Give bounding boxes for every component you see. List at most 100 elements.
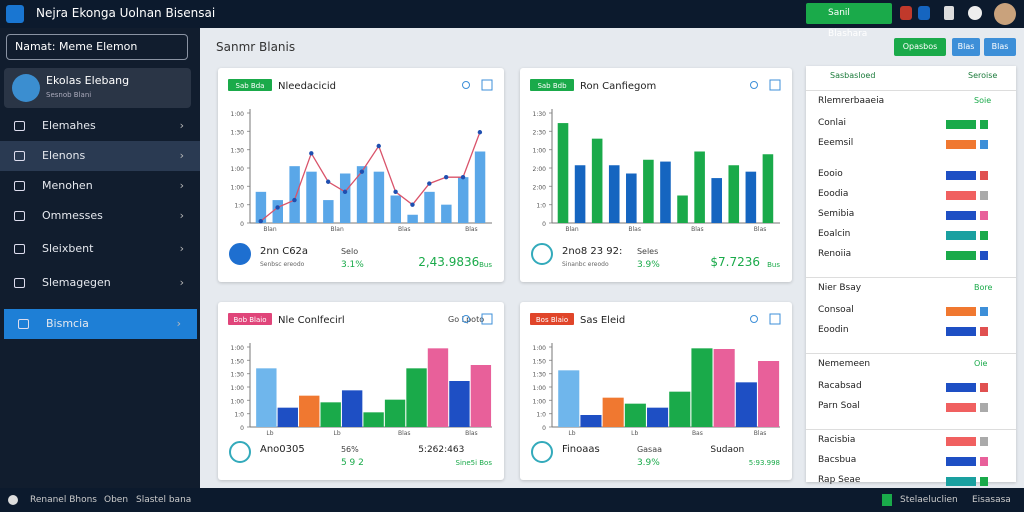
divider — [806, 90, 1016, 91]
y-tick-label: 1:50 — [231, 358, 245, 365]
icon[interactable] — [462, 315, 470, 323]
bar — [356, 166, 368, 223]
tag-text: Bos Blaio — [536, 316, 568, 324]
bar — [390, 195, 401, 223]
menu-item[interactable]: Elemahes — [0, 111, 200, 141]
section-note: Bore — [974, 283, 993, 292]
button[interactable]: Blas — [952, 38, 980, 56]
y-tick-label: 1:00 — [231, 385, 245, 392]
x-tick-label: Blan — [565, 226, 578, 233]
button[interactable]: Opasbos — [894, 38, 946, 56]
bar — [406, 368, 427, 427]
menu-item[interactable]: Menohen — [0, 171, 200, 201]
menu-item[interactable]: Bismcia — [4, 309, 197, 339]
bar — [474, 151, 486, 223]
button[interactable]: Blas — [984, 38, 1016, 56]
y-tick-label: 1:0 — [234, 203, 244, 210]
icon[interactable] — [968, 6, 982, 20]
icon — [882, 494, 892, 506]
row-bar — [980, 120, 988, 129]
row-bar — [980, 327, 988, 336]
y-tick-label: 2:00 — [533, 166, 547, 173]
line-point — [410, 202, 415, 207]
icon[interactable] — [769, 313, 781, 325]
icon[interactable] — [481, 313, 493, 325]
row-label: Eoalcin — [818, 229, 851, 239]
stat-big: $7.7236 — [710, 255, 760, 269]
stat-icon — [229, 243, 251, 265]
tag — [530, 79, 574, 91]
card: Sab Bda Nleedacicid 0 1:0 1:00 1:00 1:30 1:30 1:… — [218, 68, 504, 282]
row-bar — [946, 120, 976, 129]
line-point — [460, 174, 466, 180]
y-tick-label: 1:00 — [231, 345, 245, 352]
bar — [424, 191, 435, 223]
icon[interactable] — [944, 6, 954, 20]
menu-item[interactable]: Elenons — [0, 141, 200, 171]
bar — [691, 348, 713, 427]
x-tick-label: Blas — [754, 430, 767, 437]
bar — [574, 165, 586, 223]
profile-name: Ekolas Elebang — [46, 74, 130, 87]
row-bar — [946, 231, 976, 240]
panel-header: Sasbasloed — [830, 71, 876, 80]
card-title: Nleedacicid — [278, 81, 336, 92]
line-point — [477, 130, 483, 135]
sidebar: Namat: Meme Elemon Ekolas Elebang Sesnob… — [0, 28, 200, 488]
menu-icon — [14, 181, 25, 191]
bar — [580, 415, 602, 427]
stat-badge: Sine5i Bos — [456, 459, 493, 467]
row-label: Renoiia — [818, 249, 852, 259]
row-label: Eoodin — [818, 325, 849, 335]
footer-text: Oben — [104, 495, 129, 505]
menu-icon — [18, 319, 29, 329]
line-point — [325, 179, 331, 184]
y-tick-label: 1:00 — [231, 166, 245, 173]
card-title: Ron Canfiegom — [580, 81, 656, 92]
bar — [323, 200, 334, 223]
avatar[interactable] — [994, 3, 1016, 25]
search-box[interactable]: Namat: Meme Elemon — [6, 34, 188, 60]
y-tick-label: 0 — [542, 425, 546, 432]
row-label: Conlai — [818, 118, 847, 128]
top-button[interactable]: Sanil Blashara — [806, 3, 892, 39]
icon[interactable] — [462, 81, 470, 89]
y-tick-label: 1:00 — [533, 345, 547, 352]
line-point — [342, 189, 348, 195]
card-graphic: Bos Blaio Sas Eleid 0 1:0 1:00 1:00 1:30 1:50 1:… — [530, 313, 781, 468]
row-bar — [946, 383, 976, 392]
row-bar — [980, 403, 988, 412]
bar — [608, 165, 620, 223]
menu-item[interactable]: Slemagegen — [0, 268, 200, 298]
icon[interactable] — [769, 79, 781, 91]
stat-icon — [531, 243, 553, 265]
stat-big: Sudaon — [710, 445, 744, 455]
line-point — [443, 174, 449, 180]
icon[interactable] — [750, 315, 758, 323]
section-note: Oie — [974, 359, 988, 368]
row-bar — [946, 307, 976, 316]
footer-text: Slastel bana — [136, 495, 192, 505]
card-title: Nle Conlfecirl — [278, 315, 345, 326]
bar — [384, 399, 406, 427]
footer-text: Stelaeluclien — [900, 495, 958, 505]
menu-item[interactable]: Sleixbent — [0, 234, 200, 264]
row-label: Semibia — [818, 209, 855, 219]
row-bar — [980, 211, 988, 220]
icon[interactable] — [750, 81, 758, 89]
app-icon — [6, 5, 24, 23]
menu-item[interactable]: Ommesses — [0, 201, 200, 231]
menu-icon — [14, 278, 25, 288]
profile[interactable]: Ekolas Elebang Sesnob Blani — [4, 68, 191, 108]
icon[interactable] — [900, 6, 912, 20]
app-title: Nejra Ekonga Uolnan Bisensai — [36, 6, 216, 20]
row-bar — [946, 251, 976, 260]
icon[interactable] — [481, 79, 493, 91]
bar — [306, 171, 317, 223]
stat-icon — [531, 441, 553, 463]
card-aux: Go Lpoto — [448, 315, 484, 324]
icon[interactable] — [918, 6, 930, 20]
top-bar: Nejra Ekonga Uolnan Bisensai Sanil Blash… — [0, 0, 1024, 39]
side-panel: Sasbasloed Seroise Rlemrerbaaeia Soie Conlai… — [806, 66, 1016, 486]
